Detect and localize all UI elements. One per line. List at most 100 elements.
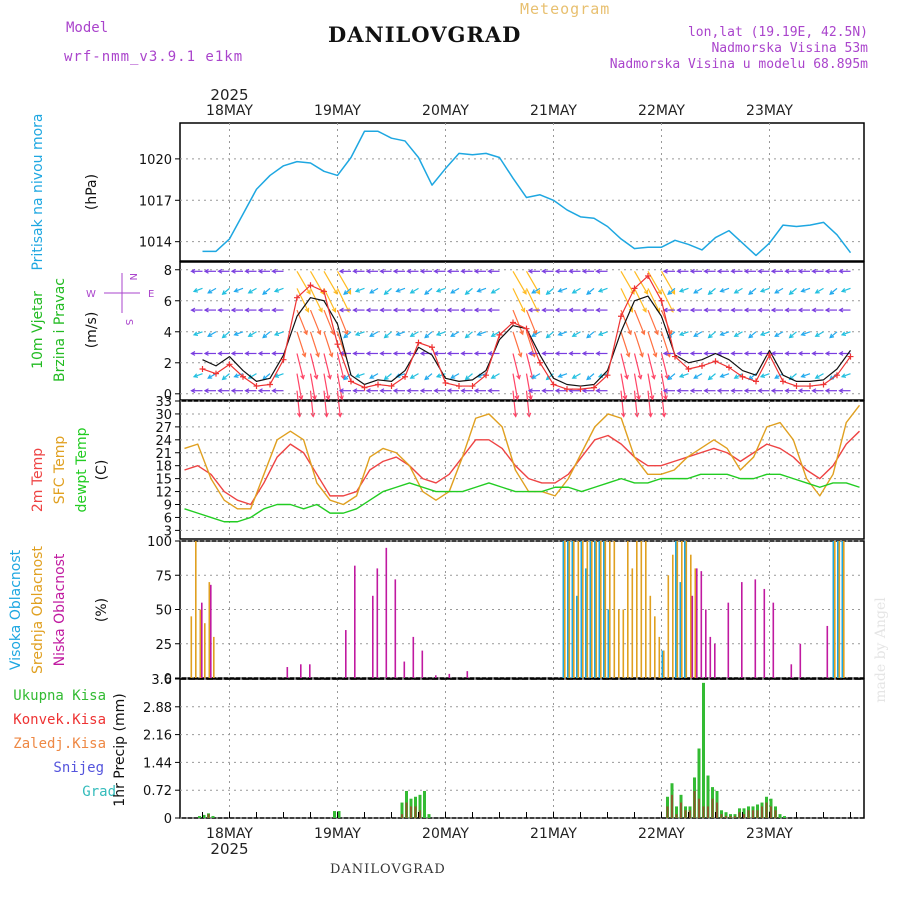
wind-arrow-head <box>541 388 547 394</box>
wind-arrow <box>693 287 703 294</box>
wind-arrow <box>234 373 244 378</box>
wind-arrow-head <box>730 351 736 356</box>
precip-conv-bar <box>756 810 759 818</box>
wind-arrow <box>633 353 642 379</box>
wind-arrow-head <box>824 268 830 274</box>
wind-arrow-head <box>568 307 574 313</box>
wind-arrow <box>309 353 318 379</box>
wind-arrow <box>274 373 284 378</box>
wind-gust-marker <box>591 384 597 391</box>
wind-arrow <box>774 373 784 379</box>
wind-arrow-head <box>338 351 344 356</box>
wind-ylabel-2: Brzina i Pravac <box>52 278 68 382</box>
precip-conv-bar <box>774 810 777 818</box>
wind-arrow-head <box>527 307 533 313</box>
wind-gust-marker <box>564 386 570 393</box>
cloud-bar <box>690 554 692 678</box>
wind-arrow <box>369 373 379 379</box>
wind-arrow-head <box>446 268 452 274</box>
precip-total-bar <box>418 794 422 818</box>
wind-arrow <box>222 331 230 339</box>
cloud-bar <box>354 565 356 678</box>
wind-arrow-head <box>273 331 280 337</box>
wind-arrow <box>647 309 659 335</box>
day-label-top: 23MAY <box>746 103 793 119</box>
wind-arrow-head <box>233 373 239 378</box>
wind-arrow <box>384 287 392 295</box>
wind-arrow <box>450 373 460 379</box>
wind-arrow-head <box>689 268 695 274</box>
wind-arrow-head <box>460 351 466 356</box>
wind-arrow-head <box>528 395 533 401</box>
wind-arrow-head <box>797 351 803 356</box>
wind-arrow-head <box>257 307 263 313</box>
wind-arrow <box>323 331 333 357</box>
wind-arrow-head <box>203 388 209 394</box>
wind-arrow-head <box>217 351 223 356</box>
wind-arrow <box>693 331 703 337</box>
wind-arrow-head <box>784 268 790 274</box>
wind-arrow-head <box>676 388 682 394</box>
wind-arrow <box>323 353 331 379</box>
wind-arrow-head <box>310 412 316 418</box>
wind-arrow-head <box>520 307 526 313</box>
y-tick-label: 24 <box>155 434 172 449</box>
wind-gust-marker <box>496 331 503 338</box>
wind-arrow <box>841 373 851 378</box>
cloud-bar <box>309 664 311 678</box>
wind-arrow <box>620 288 633 312</box>
wind-arrow <box>336 288 350 312</box>
y-tick-label: 12 <box>155 486 172 501</box>
wind-arrow-head <box>301 352 307 358</box>
wind-arrow-head <box>770 307 776 313</box>
wind-arrow <box>531 373 541 379</box>
precip-conv-bar <box>698 798 700 818</box>
precip-conv-bar <box>702 806 705 818</box>
wind-arrow-head <box>476 331 482 337</box>
precip-total-bar <box>337 811 341 818</box>
wind-arrow-head <box>318 307 323 313</box>
wind-arrow-head <box>395 288 401 293</box>
wind-arrow-head <box>759 288 766 293</box>
wind-arrow-head <box>217 388 223 394</box>
cloud-bar <box>613 541 616 678</box>
wind-arrow-head <box>419 351 425 356</box>
wind-arrow-head <box>233 331 239 337</box>
wind-arrow-head <box>338 388 344 394</box>
cloud-bar <box>843 541 845 678</box>
wind-arrow-head <box>328 352 334 358</box>
y-tick-label: 0 <box>164 388 172 403</box>
cloud-bar <box>421 650 424 678</box>
wind-arrow-head <box>244 351 250 356</box>
wind-arrow-head <box>639 352 644 358</box>
wind-arrow-head <box>554 307 560 313</box>
wind-arrow-head <box>716 388 722 394</box>
wind-gust-marker <box>415 339 422 346</box>
wind-arrow-head <box>490 374 496 379</box>
wind-arrow-head <box>365 351 371 356</box>
precip-conv-bar <box>716 802 718 818</box>
wind-arrow-head <box>221 375 227 381</box>
wind-arrow-head <box>624 374 629 380</box>
day-label-bottom: 23MAY <box>746 826 793 842</box>
wind-arrow-head <box>531 374 537 379</box>
wind-arrow-head <box>464 333 470 339</box>
wind-arrow-head <box>406 307 412 313</box>
wind-arrow-head <box>811 351 817 356</box>
wind-arrow-head <box>406 388 412 394</box>
cloud-bar <box>649 595 652 678</box>
y-tick-label: 100 <box>147 535 172 550</box>
y-tick-label: 30 <box>155 408 172 423</box>
compass-s: S <box>123 319 134 325</box>
wind-arrow <box>525 331 536 357</box>
panel-temperature-frame <box>179 400 865 540</box>
wind-arrow-head <box>514 395 520 401</box>
wind-arrow-head <box>247 289 253 294</box>
day-label-bottom: 20MAY <box>422 826 469 842</box>
wind-arrow-head <box>271 268 277 274</box>
wind-arrow-head <box>271 307 277 313</box>
cloud-bar <box>658 636 661 678</box>
wind-arrow-head <box>244 388 250 394</box>
wind-arrow <box>633 309 645 335</box>
